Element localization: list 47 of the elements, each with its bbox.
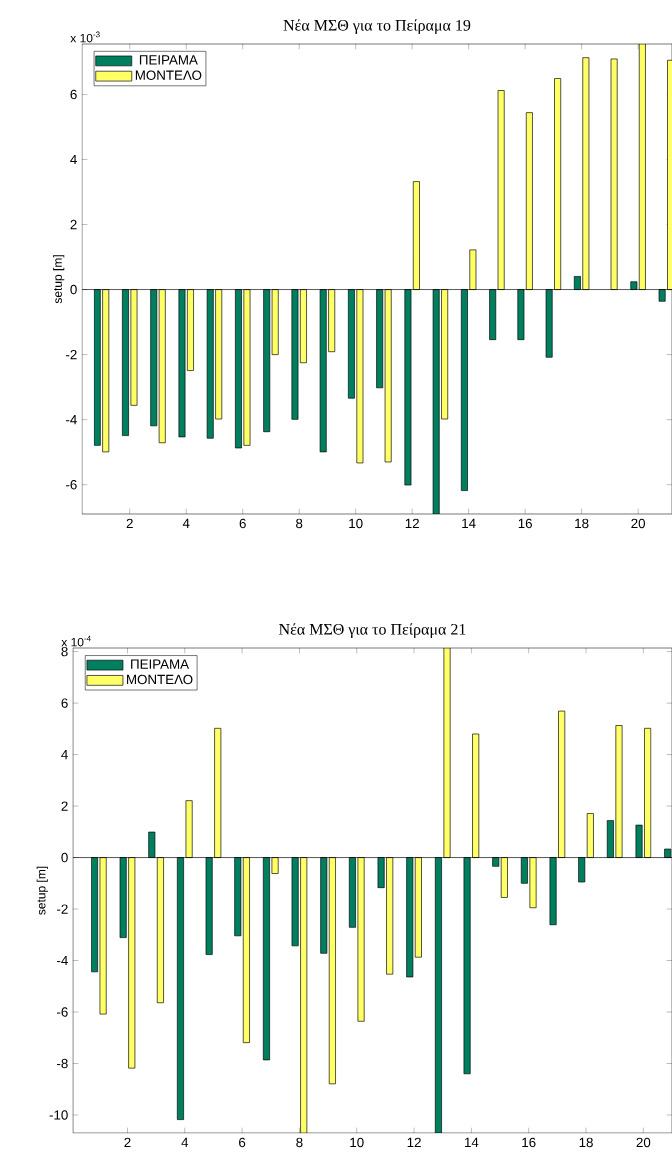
y-tick-label: -8 xyxy=(57,1058,68,1069)
legend-label: ΜΟΝΤΕΛΟ xyxy=(127,674,193,685)
x-tick-label: 4 xyxy=(182,518,190,528)
text: x 10$^{-4}$ xyxy=(61,635,91,647)
legend-label: ΠΕΙΡΑΜΑ xyxy=(139,55,198,65)
y-tick-label: 6 xyxy=(70,89,77,100)
y-tick-label: 2 xyxy=(61,801,68,811)
y-tick-label: 6 xyxy=(61,698,68,708)
text: x 10$^{-3}$ xyxy=(70,31,100,43)
x-tick-label: 2 xyxy=(124,1137,131,1148)
chart-title: Νέα ΜΣΘ για το Πείραμα 19 xyxy=(283,19,471,34)
x-tick-label: 18 xyxy=(579,1137,593,1148)
y-tick-label: 8 xyxy=(61,646,68,657)
x-tick-label: 14 xyxy=(464,1137,479,1147)
x-tick-label: 8 xyxy=(296,518,303,529)
x-tick-label: 12 xyxy=(407,1137,421,1148)
x-tick-label: 14 xyxy=(462,518,476,528)
x-tick-label: 16 xyxy=(518,518,532,529)
x-tick-label: 20 xyxy=(636,1137,651,1148)
x-tick-label: 20 xyxy=(631,518,646,529)
y-tick-label: -10 xyxy=(49,1110,68,1120)
y-tick-label: -6 xyxy=(57,1007,68,1017)
x-tick-label: 6 xyxy=(239,518,246,529)
legend-label: ΠΕΙΡΑΜΑ xyxy=(131,659,190,669)
x-tick-label: 6 xyxy=(239,1137,246,1148)
x-tick-label: 16 xyxy=(522,1137,536,1148)
chart-title: Νέα ΜΣΘ για το Πείραμα 21 xyxy=(279,623,466,638)
y-tick-label: 0 xyxy=(61,852,68,863)
y-tick-label: 4 xyxy=(61,749,68,760)
y-axis-title: setup [m] xyxy=(53,255,65,304)
y-tick-label: 0 xyxy=(70,284,77,295)
x-tick-label: 2 xyxy=(126,518,133,529)
x-tick-label: 12 xyxy=(405,518,419,529)
y-tick-label: -6 xyxy=(66,480,77,490)
y-tick-label: 4 xyxy=(70,154,77,165)
y-tick-label: -2 xyxy=(66,349,77,360)
x-tick-label: 10 xyxy=(349,518,363,529)
y-tick-label: 2 xyxy=(70,219,77,230)
legend-label: ΜΟΝΤΕΛΟ xyxy=(135,70,202,80)
x-tick-label: 18 xyxy=(575,518,589,529)
x-tick-label: 4 xyxy=(181,1137,189,1147)
x-tick-label: 8 xyxy=(296,1137,303,1148)
y-axis-title: setup [m] xyxy=(36,866,48,915)
y-tick-label: -2 xyxy=(57,904,68,914)
x-tick-label: 10 xyxy=(350,1137,364,1148)
y-tick-label: -4 xyxy=(57,955,68,966)
y-tick-label: -4 xyxy=(66,415,77,425)
